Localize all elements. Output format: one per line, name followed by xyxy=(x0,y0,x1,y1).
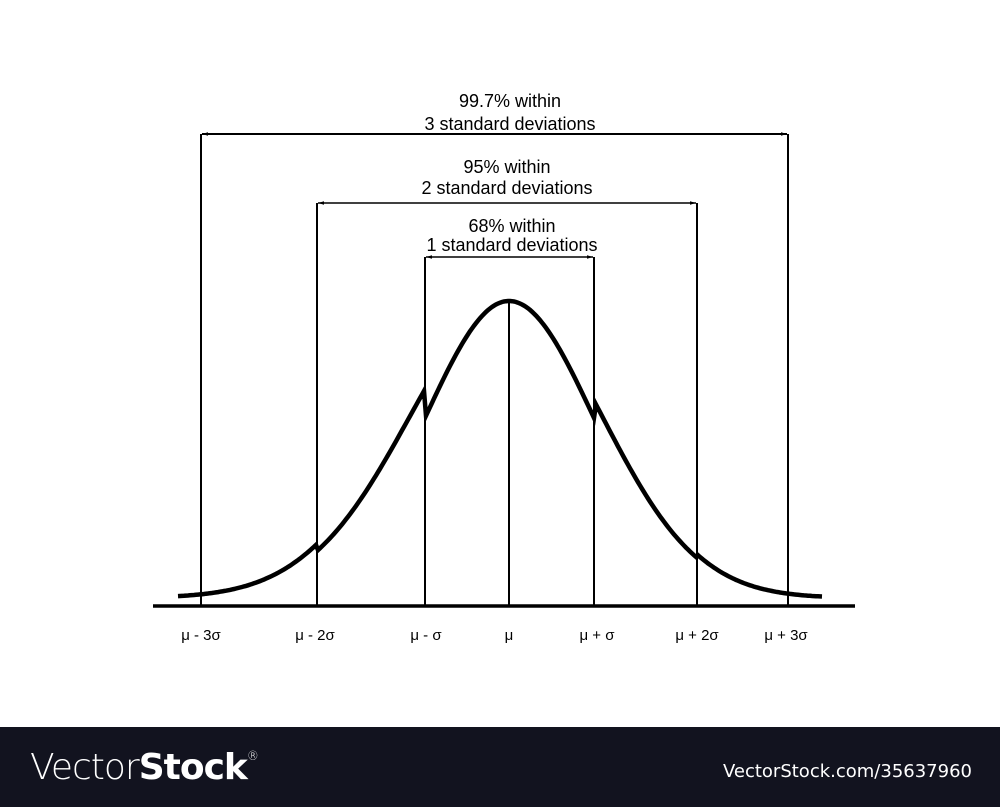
axis-label-mu-plus-3sigma: μ + 3σ xyxy=(764,627,808,644)
logo-light-text: Vector xyxy=(30,747,140,788)
bell-curve xyxy=(177,298,823,599)
axis-label-mu-minus-2sigma: μ - 2σ xyxy=(295,627,335,644)
axis-label-mu-minus-3sigma: μ - 3σ xyxy=(181,627,221,644)
image-url: VectorStock.com/35637960 xyxy=(722,761,972,782)
axis-label-mu: μ xyxy=(505,627,514,644)
registered-mark: ® xyxy=(246,749,259,763)
axis-label-mu-plus-2sigma: μ + 2σ xyxy=(675,627,719,644)
range-2-line2: 2 standard deviations xyxy=(421,178,592,198)
axis-label-mu-minus-sigma: μ - σ xyxy=(410,627,442,644)
footer-bar: VectorStock® VectorStock.com/35637960 xyxy=(0,727,1000,807)
range-3-line2: 3 standard deviations xyxy=(424,114,595,134)
range-3-line1: 99.7% within xyxy=(459,91,561,111)
normal-distribution-diagram: 99.7% within 3 standard deviations 95% w… xyxy=(153,91,855,644)
range-1-line1: 68% within xyxy=(468,216,555,236)
range-1-line2: 1 standard deviations xyxy=(426,235,597,255)
vectorstock-logo: VectorStock® xyxy=(30,747,259,788)
range-2-line1: 95% within xyxy=(463,157,550,177)
logo-bold-text: Stock xyxy=(138,747,248,788)
axis-label-mu-plus-sigma: μ + σ xyxy=(580,627,616,644)
